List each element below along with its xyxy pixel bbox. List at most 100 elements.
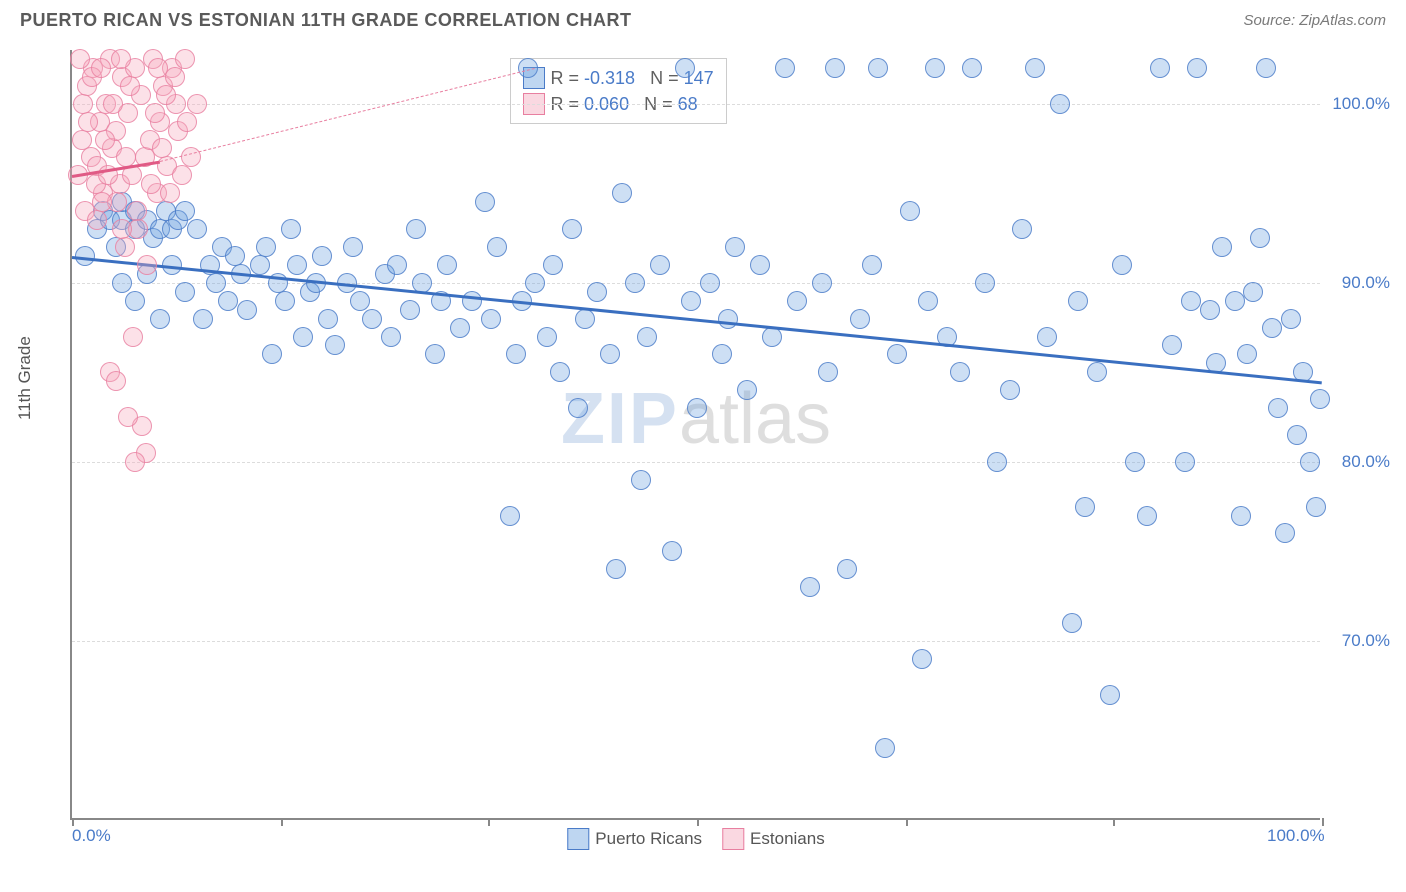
data-point — [425, 344, 445, 364]
data-point — [106, 371, 126, 391]
data-point — [506, 344, 526, 364]
data-point — [1250, 228, 1270, 248]
data-point — [187, 219, 207, 239]
data-point — [606, 559, 626, 579]
data-point — [120, 76, 140, 96]
data-point — [1012, 219, 1032, 239]
data-point — [700, 273, 720, 293]
trend-line — [72, 256, 1322, 384]
data-point — [900, 201, 920, 221]
source-attribution: Source: ZipAtlas.com — [1243, 12, 1386, 29]
data-point — [175, 201, 195, 221]
data-point — [612, 183, 632, 203]
data-point — [868, 58, 888, 78]
legend-swatch — [567, 828, 589, 850]
data-point — [787, 291, 807, 311]
data-point — [123, 327, 143, 347]
data-point — [118, 407, 138, 427]
data-point — [525, 273, 545, 293]
legend-swatch — [722, 828, 744, 850]
data-point — [95, 130, 115, 150]
data-point — [275, 291, 295, 311]
gridline — [72, 104, 1320, 105]
data-point — [750, 255, 770, 275]
data-point — [1062, 613, 1082, 633]
data-point — [587, 282, 607, 302]
data-point — [237, 300, 257, 320]
data-point — [737, 380, 757, 400]
data-point — [818, 362, 838, 382]
data-point — [362, 309, 382, 329]
data-point — [875, 738, 895, 758]
data-point — [1212, 237, 1232, 257]
data-point — [172, 165, 192, 185]
y-tick-label: 80.0% — [1342, 452, 1390, 472]
data-point — [177, 112, 197, 132]
x-tick-mark — [906, 818, 908, 826]
data-point — [1237, 344, 1257, 364]
data-point — [350, 291, 370, 311]
data-point — [631, 470, 651, 490]
data-point — [193, 309, 213, 329]
data-point — [1268, 398, 1288, 418]
data-point — [281, 219, 301, 239]
data-point — [141, 174, 161, 194]
data-point — [125, 452, 145, 472]
data-point — [325, 335, 345, 355]
data-point — [925, 58, 945, 78]
data-point — [1087, 362, 1107, 382]
data-point — [437, 255, 457, 275]
data-point — [825, 58, 845, 78]
data-point — [73, 94, 93, 114]
data-point — [1075, 497, 1095, 517]
data-point — [837, 559, 857, 579]
data-point — [550, 362, 570, 382]
x-tick-mark — [1322, 818, 1324, 826]
gridline — [72, 283, 1320, 284]
data-point — [406, 219, 426, 239]
y-tick-label: 70.0% — [1342, 631, 1390, 651]
data-point — [1256, 58, 1276, 78]
x-tick-label: 100.0% — [1267, 826, 1325, 846]
data-point — [575, 309, 595, 329]
data-point — [725, 237, 745, 257]
data-point — [125, 291, 145, 311]
data-point — [800, 577, 820, 597]
data-point — [1306, 497, 1326, 517]
data-point — [481, 309, 501, 329]
data-point — [487, 237, 507, 257]
data-point — [1243, 282, 1263, 302]
data-point — [175, 49, 195, 69]
data-point — [387, 255, 407, 275]
data-point — [103, 94, 123, 114]
data-point — [1112, 255, 1132, 275]
data-point — [160, 183, 180, 203]
data-point — [175, 282, 195, 302]
data-point — [1300, 452, 1320, 472]
data-point — [1287, 425, 1307, 445]
data-point — [165, 67, 185, 87]
data-point — [962, 58, 982, 78]
data-point — [318, 309, 338, 329]
data-point — [912, 649, 932, 669]
data-point — [775, 58, 795, 78]
data-point — [675, 58, 695, 78]
data-point — [1175, 452, 1195, 472]
data-point — [862, 255, 882, 275]
data-point — [87, 210, 107, 230]
series-legend: Puerto Ricans Estonians — [567, 828, 824, 850]
data-point — [262, 344, 282, 364]
bottom-legend-item: Estonians — [722, 828, 825, 850]
data-point — [1200, 300, 1220, 320]
data-point — [250, 255, 270, 275]
legend-label: Puerto Ricans — [595, 829, 702, 849]
bottom-legend-item: Puerto Ricans — [567, 828, 702, 850]
data-point — [156, 85, 176, 105]
y-tick-label: 90.0% — [1342, 273, 1390, 293]
scatter-plot-area: ZIPatlas R = -0.318 N = 147 R = 0.060 N … — [70, 50, 1320, 820]
data-point — [637, 327, 657, 347]
data-point — [1100, 685, 1120, 705]
data-point — [187, 94, 207, 114]
data-point — [112, 273, 132, 293]
data-point — [1137, 506, 1157, 526]
